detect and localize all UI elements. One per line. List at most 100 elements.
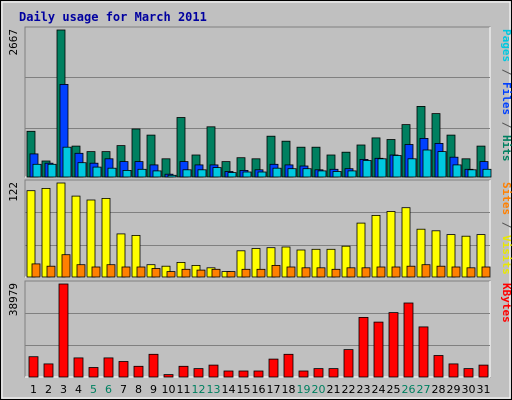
bar-kbytes (88, 367, 99, 378)
bar-sites (76, 264, 86, 278)
bar-visits (341, 245, 351, 278)
panel-hits: 2667 Pages / Files / Hits (7, 26, 512, 178)
bar-sites (361, 267, 371, 278)
x-tick-label: 11 (177, 383, 191, 396)
bar-kbytes (358, 316, 369, 378)
bar-kbytes (193, 368, 204, 378)
bar-visits (86, 199, 96, 278)
bar-sites (316, 267, 326, 278)
bar-sites (421, 264, 431, 278)
bar-sites (256, 268, 266, 278)
x-tick-label: 22 (342, 383, 356, 396)
legend-entry: Hits (500, 135, 512, 162)
x-tick-label: 14 (222, 383, 236, 396)
bar-sites (241, 268, 251, 278)
bar-kbytes (253, 370, 264, 378)
bar-sites (121, 266, 131, 278)
series-sites (31, 254, 491, 278)
bar-sites (376, 266, 386, 278)
legend-entry: / (500, 215, 512, 235)
panel-legend: Pages / Files / Hits (500, 29, 512, 162)
bar-pages (257, 171, 267, 178)
legend-entry: Files (500, 82, 512, 115)
bar-sites (136, 266, 146, 278)
x-tick-label: 23 (357, 383, 371, 396)
bar-pages (47, 163, 57, 178)
bar-visits (461, 235, 471, 278)
bar-kbytes (103, 357, 114, 378)
bar-pages (437, 151, 447, 178)
bar-sites (226, 271, 236, 278)
bar-visits (386, 211, 396, 278)
bar-pages (122, 169, 132, 178)
bar-pages (467, 169, 477, 178)
bar-sites (391, 266, 401, 278)
panel-legend: KBytes (500, 283, 512, 323)
bar-pages (197, 169, 207, 178)
x-tick-label: 10 (162, 383, 176, 396)
bar-kbytes (448, 363, 459, 378)
x-tick-label: 6 (105, 383, 112, 396)
x-tick-label: 4 (75, 383, 82, 396)
bar-kbytes (28, 356, 39, 378)
bar-sites (166, 271, 176, 278)
bar-pages (482, 168, 492, 178)
x-tick-label: 5 (90, 383, 97, 396)
bar-visits (416, 228, 426, 278)
bar-pages (317, 170, 327, 178)
bar-kbytes (268, 358, 279, 378)
bar-sites (451, 266, 461, 278)
bar-pages (407, 158, 417, 178)
x-tick-label: 1 (30, 383, 37, 396)
bar-kbytes (313, 368, 324, 378)
series-kbytes (28, 283, 489, 378)
bar-pages (392, 155, 402, 178)
bar-visits (326, 248, 336, 278)
bar-pages (227, 172, 237, 178)
x-tick-label: 9 (150, 383, 157, 396)
bar-visits (56, 182, 66, 278)
x-tick-label: 26 (402, 383, 416, 396)
bar-visits (116, 233, 126, 278)
bar-sites (46, 265, 56, 278)
bar-sites (346, 267, 356, 278)
bar-kbytes (118, 361, 129, 378)
bar-sites (196, 269, 206, 278)
legend-entry: / (500, 62, 512, 82)
legend-entry: KBytes (500, 283, 512, 323)
bar-sites (271, 264, 281, 278)
x-tick-label: 25 (387, 383, 401, 396)
bar-sites (436, 265, 446, 278)
x-tick-label: 21 (327, 383, 341, 396)
bar-kbytes (238, 370, 249, 378)
bar-kbytes (43, 363, 54, 378)
x-tick-label: 27 (417, 383, 431, 396)
axis-max-label: 38979 (7, 283, 20, 316)
bar-pages (167, 174, 177, 178)
bar-visits (281, 246, 291, 278)
bar-kbytes (148, 353, 159, 378)
bar-pages (137, 168, 147, 178)
series-pages (32, 146, 492, 178)
x-tick-label: 13 (207, 383, 221, 396)
bar-visits (296, 249, 306, 278)
bar-pages (287, 168, 297, 178)
bar-visits (311, 248, 321, 278)
bar-kbytes (373, 321, 384, 378)
bar-sites (481, 266, 491, 278)
bar-sites (466, 267, 476, 278)
panel-legend: Sites / Visits (500, 182, 512, 275)
x-tick-label: 16 (252, 383, 266, 396)
panel-visits: 122 Sites / Visits (7, 179, 512, 278)
bar-sites (106, 264, 116, 278)
x-tick-label: 30 (462, 383, 476, 396)
bar-sites (286, 266, 296, 278)
bar-visits (356, 222, 366, 278)
bar-visits (476, 234, 486, 278)
bar-visits (431, 230, 441, 278)
bar-kbytes (73, 357, 84, 378)
bar-sites (61, 254, 71, 278)
x-tick-label: 28 (432, 383, 446, 396)
